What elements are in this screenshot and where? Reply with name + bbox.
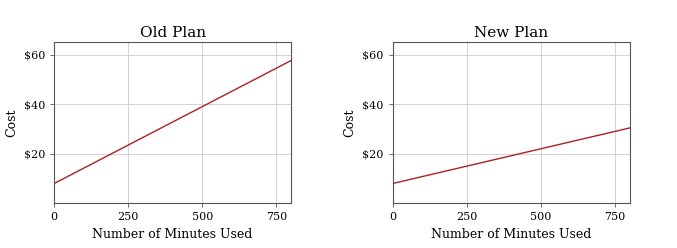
Title: Old Plan: Old Plan xyxy=(139,26,206,40)
Y-axis label: Cost: Cost xyxy=(344,109,357,137)
Title: New Plan: New Plan xyxy=(474,26,548,40)
X-axis label: Number of Minutes Used: Number of Minutes Used xyxy=(431,228,591,241)
Y-axis label: Cost: Cost xyxy=(5,109,18,137)
X-axis label: Number of Minutes Used: Number of Minutes Used xyxy=(93,228,253,241)
